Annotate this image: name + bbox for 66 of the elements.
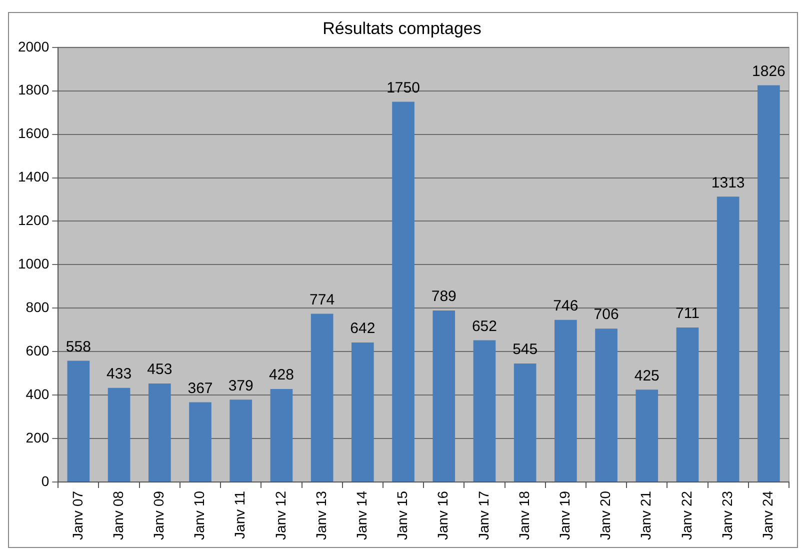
data-label: 545 (512, 341, 538, 358)
y-tick-label: 1800 (18, 82, 50, 98)
y-tick-label: 2000 (18, 38, 50, 54)
x-tick-label: Janv 09 (150, 490, 167, 540)
data-label: 746 (553, 298, 578, 315)
data-label: 711 (676, 305, 700, 322)
data-label: 428 (268, 366, 294, 384)
x-tick-label: Janv 17 (475, 490, 492, 540)
bar (270, 388, 293, 482)
y-tick-label: 1000 (18, 256, 50, 272)
x-tick-label: Janv 18 (516, 490, 532, 540)
data-label: 706 (594, 306, 619, 324)
x-tick-label: Janv 08 (110, 490, 126, 540)
bar (716, 196, 740, 482)
x-tick-label: Janv 16 (434, 490, 451, 540)
y-tick-label: 1200 (18, 212, 50, 228)
x-tick-label: Janv 14 (354, 490, 370, 540)
bar (595, 328, 618, 482)
bar (108, 388, 130, 482)
chart-title: Résultats comptages (322, 18, 482, 38)
y-tick-label: 800 (26, 299, 50, 315)
bar (554, 320, 577, 482)
data-label: 453 (147, 361, 172, 378)
bar (432, 310, 456, 482)
bar (189, 402, 212, 482)
bar (67, 360, 90, 482)
data-label: 1750 (386, 79, 420, 96)
bar (230, 400, 252, 482)
x-tick-label: Janv 15 (394, 490, 410, 540)
bar (636, 390, 658, 482)
y-tick-label: 600 (26, 342, 50, 358)
x-tick-label: Janv 22 (678, 490, 694, 540)
x-tick-label: Janv 12 (272, 490, 288, 540)
bar (758, 85, 780, 482)
bar (676, 327, 699, 482)
bar (392, 102, 414, 482)
y-tick-label: 1600 (18, 125, 50, 142)
x-tick-label: Janv 19 (556, 490, 573, 540)
x-tick-label: Janv 10 (191, 490, 208, 540)
bar (310, 314, 334, 482)
x-tick-label: Janv 07 (69, 490, 86, 540)
x-tick-label: Janv 20 (597, 490, 614, 540)
data-label: 789 (431, 288, 456, 306)
y-tick-label: 400 (26, 386, 50, 402)
bar (148, 384, 171, 482)
data-label: 379 (228, 377, 254, 394)
data-label: 367 (188, 380, 213, 397)
x-tick-label: Janv 21 (638, 490, 654, 540)
data-label: 425 (634, 367, 660, 384)
y-tick-label: 200 (26, 429, 50, 446)
bar (473, 340, 496, 482)
x-tick-label: Janv 23 (718, 490, 735, 540)
data-label: 652 (472, 318, 497, 335)
data-label: 1313 (711, 174, 745, 192)
x-tick-label: Janv 11 (232, 490, 248, 539)
bar (514, 364, 536, 482)
data-label: 558 (66, 338, 91, 356)
x-tick-label: Janv 13 (312, 490, 329, 540)
x-tick-label: Janv 24 (760, 490, 776, 540)
bar (352, 342, 374, 482)
data-label: 774 (310, 291, 335, 308)
data-label: 433 (106, 366, 132, 383)
y-tick-label: 0 (41, 472, 50, 489)
data-label: 642 (350, 320, 376, 338)
data-label: 1826 (752, 62, 786, 80)
y-tick-label: 1400 (18, 168, 50, 185)
